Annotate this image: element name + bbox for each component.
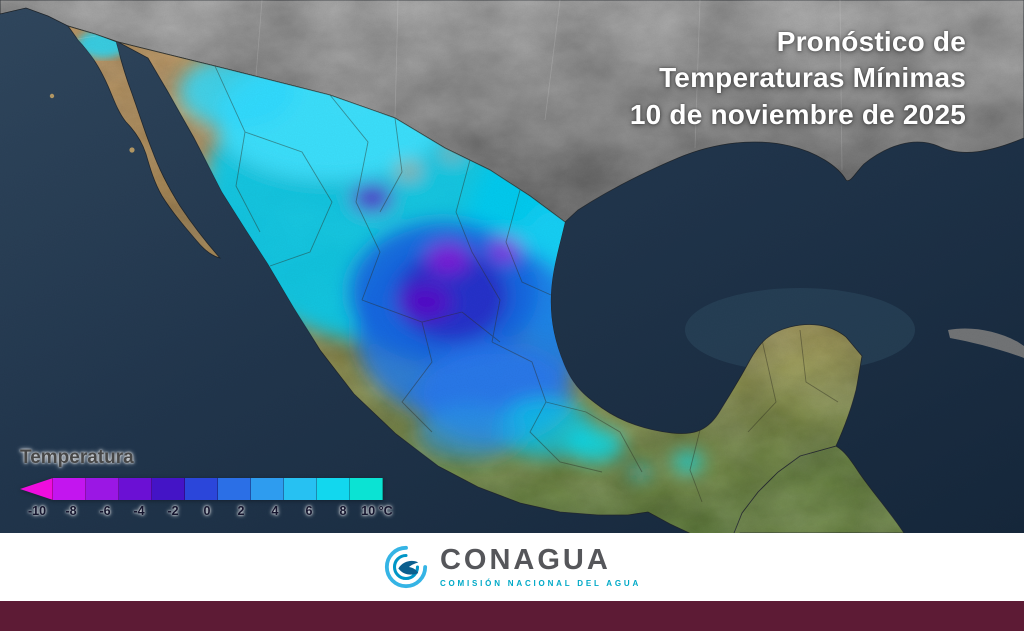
- map-title-line2: Temperaturas Mínimas: [659, 62, 966, 94]
- conagua-water-swirl-icon: [384, 545, 428, 589]
- temperature-legend: Temperatura -10 -8 -6 -4 -2 0 2 4 6 8 10 °C: [20, 447, 394, 518]
- legend-swatch: [185, 478, 218, 500]
- legend-swatch: [53, 478, 86, 500]
- legend-swatch: [20, 478, 53, 500]
- legend-label: 4: [271, 504, 279, 518]
- legend-label: 8: [339, 504, 347, 518]
- legend-label: 6: [305, 504, 313, 518]
- mexico-temperature-map: [0, 0, 1024, 533]
- bottom-accent-bar: [0, 601, 1024, 631]
- legend-swatch: [350, 478, 383, 500]
- org-subtitle: COMISIÓN NACIONAL DEL AGUA: [439, 579, 642, 588]
- conagua-logo-text: CONAGUA COMISIÓN NACIONAL DEL AGUA: [439, 544, 642, 589]
- legend-swatch: [218, 478, 251, 500]
- legend-label: 2: [237, 504, 245, 518]
- legend-bar: [20, 478, 394, 500]
- legend-label: 0: [203, 504, 211, 518]
- conagua-logo: CONAGUA COMISIÓN NACIONAL DEL AGUA: [383, 544, 641, 590]
- map-title-line3: 10 de noviembre de 2025: [629, 98, 966, 130]
- legend-label: 10 °C: [361, 504, 393, 518]
- legend-swatch: [251, 478, 284, 500]
- legend-swatch: [317, 478, 350, 500]
- legend-label: -6: [99, 504, 111, 518]
- legend-swatch: [284, 478, 317, 500]
- org-name: CONAGUA: [439, 544, 611, 576]
- legend-labels: -10 -8 -6 -4 -2 0 2 4 6 8 10 °C: [20, 504, 394, 518]
- legend-swatch: [86, 478, 119, 500]
- legend-label: -2: [167, 504, 179, 518]
- map-title: Pronóstico de Temperaturas Mínimas 10 de…: [630, 24, 966, 133]
- legend-swatch: [152, 478, 185, 500]
- legend-label: -4: [133, 504, 145, 518]
- footer-bar: CONAGUA COMISIÓN NACIONAL DEL AGUA: [0, 533, 1024, 601]
- legend-label: -8: [65, 504, 77, 518]
- legend-label: -10: [27, 504, 47, 518]
- map-title-line1: Pronóstico de: [776, 26, 966, 57]
- legend-title: Temperatura: [20, 447, 134, 468]
- legend-swatch: [119, 478, 152, 500]
- satellite-grain-texture: [0, 0, 1024, 533]
